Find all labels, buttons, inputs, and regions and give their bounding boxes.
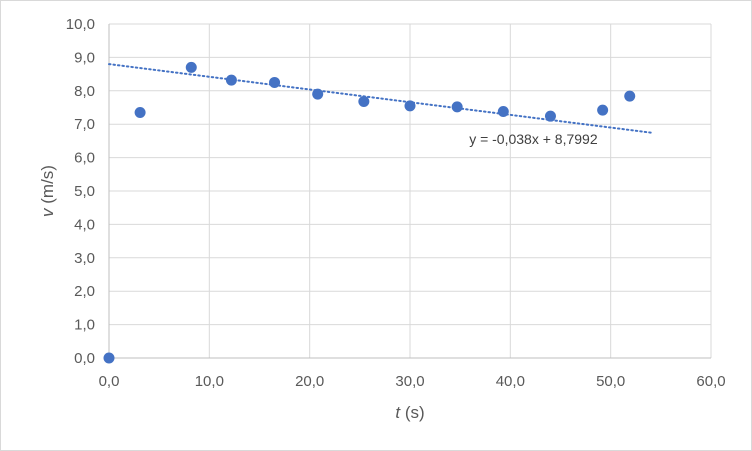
y-tick-label: 5,0 [74,183,95,200]
x-tick-label: 30,0 [395,373,424,390]
y-tick-label: 6,0 [74,150,95,167]
axes [108,24,711,359]
data-point [497,106,509,118]
trendline [108,63,654,134]
data-points [103,61,636,364]
data-point [312,88,324,100]
x-axis-unit: (s) [400,403,425,422]
gridlines [109,23,712,358]
data-point [225,74,237,86]
y-tick-label: 4,0 [74,216,95,233]
data-point [103,352,115,364]
y-tick-label: 0,0 [74,350,95,367]
y-axis-title: v (m/s) [38,165,57,217]
x-tick-label: 50,0 [596,373,625,390]
data-point [544,110,556,122]
y-tick-label: 10,0 [66,16,95,33]
y-tick-label: 7,0 [74,116,95,133]
y-tick-label: 3,0 [74,250,95,267]
x-tick-label: 60,0 [696,373,725,390]
x-tick-label: 20,0 [295,373,324,390]
data-point [358,95,370,107]
data-point [451,101,463,113]
y-axis-unit: (m/s) [38,165,57,208]
trendline-group [108,63,654,134]
data-point [624,90,636,102]
y-tick-label: 8,0 [74,83,95,100]
x-tick-label: 40,0 [496,373,525,390]
x-tick-label: 0,0 [99,373,120,390]
data-point [597,104,609,116]
data-point [404,100,416,112]
tick-labels: 0,0 1,0 2,0 3,0 4,0 5,0 6,0 7,0 8,0 9,0 10,0 0,0 10,… [66,16,726,390]
data-point [134,107,146,119]
data-point [185,61,197,73]
y-tick-label: 1,0 [74,317,95,334]
data-point [269,76,281,88]
trendline-equation: y = -0,038x + 8,7992 [469,131,598,147]
x-tick-label: 10,0 [195,373,224,390]
x-axis-title: t (s) [395,403,424,422]
x-axis-variable: t [395,403,401,422]
y-axis-variable: v [38,207,57,217]
y-tick-label: 9,0 [74,49,95,66]
y-tick-label: 2,0 [74,283,95,300]
